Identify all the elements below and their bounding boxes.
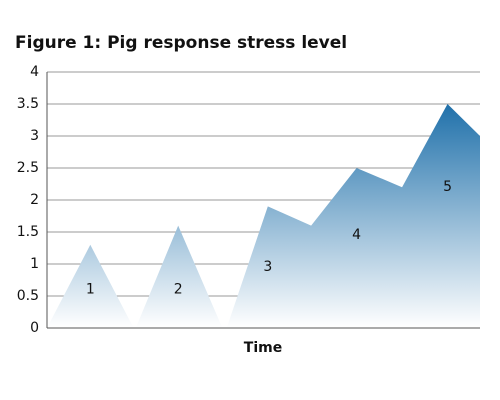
y-tick-label: 2.5 [17,160,39,176]
annotation: 3 [263,259,272,275]
area [47,104,480,328]
annotation: 1 [86,282,95,298]
annotation: 4 [352,227,361,243]
annotation: 5 [443,179,452,195]
y-tick-label: 4 [30,64,39,80]
y-tick-label: 1 [30,256,39,272]
y-tick-label: 3 [30,128,39,144]
y-tick-label: 2 [30,192,39,208]
y-tick-label: 3.5 [17,96,39,112]
chart-title: Figure 1: Pig response stress level [15,33,347,53]
x-axis-title: Time [244,340,282,356]
annotation: 2 [174,282,183,298]
y-tick-label: 1.5 [17,224,39,240]
y-tick-label: 0 [30,320,39,336]
y-tick-label: 0.5 [17,288,39,304]
